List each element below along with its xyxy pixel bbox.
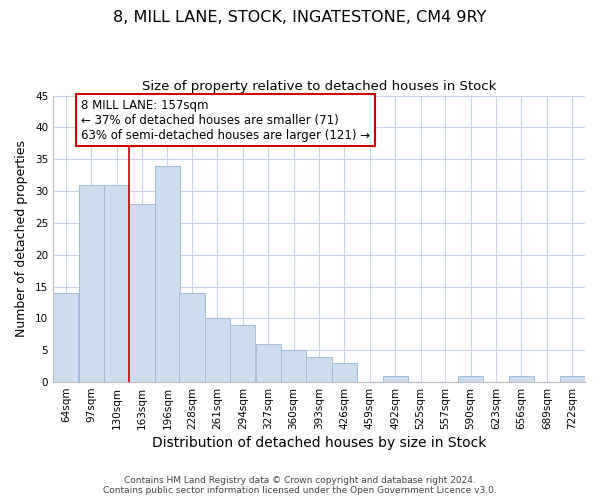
Text: Contains HM Land Registry data © Crown copyright and database right 2024.
Contai: Contains HM Land Registry data © Crown c… [103,476,497,495]
Bar [281,350,306,382]
Bar [332,363,357,382]
Bar [205,318,230,382]
Bar [179,293,205,382]
Bar [53,293,79,382]
Bar [130,204,155,382]
Bar [509,376,534,382]
Bar [79,184,104,382]
Bar [383,376,408,382]
Bar [560,376,585,382]
Bar [307,356,332,382]
Bar [155,166,180,382]
Text: 8 MILL LANE: 157sqm
← 37% of detached houses are smaller (71)
63% of semi-detach: 8 MILL LANE: 157sqm ← 37% of detached ho… [81,98,370,142]
Text: 8, MILL LANE, STOCK, INGATESTONE, CM4 9RY: 8, MILL LANE, STOCK, INGATESTONE, CM4 9R… [113,10,487,25]
Y-axis label: Number of detached properties: Number of detached properties [15,140,28,338]
Title: Size of property relative to detached houses in Stock: Size of property relative to detached ho… [142,80,496,93]
X-axis label: Distribution of detached houses by size in Stock: Distribution of detached houses by size … [152,436,486,450]
Bar [256,344,281,382]
Bar [458,376,483,382]
Bar [104,184,129,382]
Bar [230,325,256,382]
